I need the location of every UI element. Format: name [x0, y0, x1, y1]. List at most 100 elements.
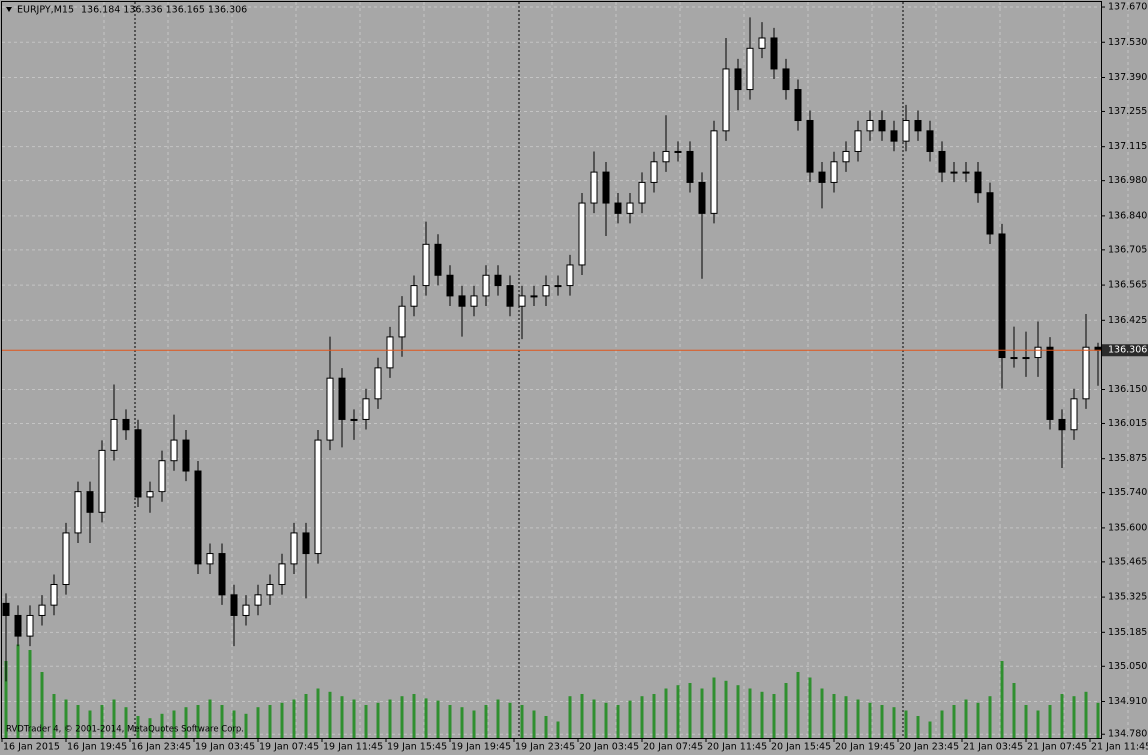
volume-bar	[808, 677, 812, 738]
volume-bar	[328, 691, 332, 738]
x-tick-label: 20 Jan 23:45	[899, 742, 959, 753]
volume-bar	[160, 713, 164, 738]
y-tick-label: 135.740	[1108, 487, 1147, 498]
volume-bar	[520, 705, 524, 738]
candle-body	[86, 491, 94, 513]
y-tick-label: 137.115	[1108, 141, 1147, 152]
volume-bar	[16, 644, 20, 738]
volume-bar	[1060, 694, 1064, 738]
volume-bar	[340, 696, 344, 738]
volume-bar	[772, 694, 776, 738]
candle-body	[1058, 418, 1066, 431]
volume-bar	[220, 705, 224, 738]
volume-bar	[304, 694, 308, 738]
candle-body	[302, 532, 310, 555]
volume-bar	[364, 705, 368, 738]
y-tick-label: 135.325	[1108, 592, 1147, 603]
y-tick-label: 137.670	[1108, 2, 1147, 13]
candle-body	[494, 274, 502, 287]
y-tick-label: 137.390	[1108, 72, 1147, 83]
x-tick-label: 16 Jan 2015	[3, 742, 60, 753]
candle-body	[194, 470, 202, 565]
x-tick-label: 19 Jan 11:45	[323, 742, 383, 753]
candle-body	[338, 377, 346, 420]
volume-bar	[412, 694, 416, 738]
y-tick-label: 135.050	[1108, 661, 1147, 672]
candle-body	[242, 604, 250, 616]
candle-body	[170, 439, 178, 462]
volume-bar	[484, 705, 488, 738]
candle-body	[566, 264, 574, 287]
volume-bar	[100, 705, 104, 738]
candle-body	[1082, 346, 1090, 400]
x-tick-label: 20 Jan 03:45	[579, 742, 639, 753]
volume-bar	[424, 698, 428, 738]
volume-bar	[460, 707, 464, 738]
candle-body	[458, 295, 466, 307]
candle-body	[278, 563, 286, 586]
volume-bar	[280, 702, 284, 738]
volume-bar	[124, 707, 128, 738]
candle-body	[530, 295, 538, 298]
candle-body	[662, 150, 670, 163]
candle-body	[146, 491, 154, 498]
y-tick-label: 135.185	[1108, 627, 1147, 638]
volume-bar	[268, 705, 272, 738]
candle-body	[878, 120, 886, 132]
candle-body	[518, 295, 526, 307]
candle-body	[770, 37, 778, 70]
candle-body	[722, 68, 730, 132]
candle-body	[50, 584, 58, 606]
candle-body	[830, 161, 838, 183]
candle-body	[626, 202, 634, 214]
volume-bar	[736, 685, 740, 738]
candle-body	[854, 130, 862, 152]
volume-bar	[760, 691, 764, 738]
candle-body	[890, 130, 898, 142]
candle-body	[506, 285, 514, 307]
volume-bar	[616, 705, 620, 738]
candle-body	[386, 336, 394, 369]
candle-body	[842, 150, 850, 163]
candle-body	[614, 202, 622, 214]
volume-bar	[820, 688, 824, 738]
candle-body	[950, 171, 958, 174]
volume-bar	[64, 699, 68, 738]
volume-bar	[856, 699, 860, 738]
volume-bar	[628, 700, 632, 738]
candle-body	[806, 120, 814, 173]
volume-bar	[928, 721, 932, 738]
candle-body	[986, 192, 994, 235]
volume-bar	[580, 694, 584, 738]
candle-body	[74, 491, 82, 534]
candle-body	[290, 532, 298, 565]
volume-bar	[400, 696, 404, 738]
candle-body	[374, 367, 382, 400]
candle-body	[218, 553, 226, 596]
volume-bar	[880, 705, 884, 738]
x-tick-label: 20 Jan 07:45	[643, 742, 703, 753]
volume-bar	[184, 707, 188, 738]
x-tick-label: 19 Jan 07:45	[259, 742, 319, 753]
y-tick-label: 136.705	[1108, 244, 1147, 255]
volume-bar	[388, 699, 392, 738]
candle-body	[350, 418, 358, 421]
candle-body	[938, 150, 946, 173]
menu-triangle[interactable]	[6, 7, 12, 12]
x-tick-label: 21 Jan 03:45	[963, 742, 1023, 753]
volume-bar	[232, 710, 236, 738]
volume-bar	[676, 685, 680, 738]
volume-bar	[664, 688, 668, 738]
volume-bar	[352, 699, 356, 738]
volume-bar	[1000, 661, 1004, 738]
y-tick-label: 134.780	[1108, 729, 1147, 740]
y-tick-label: 136.840	[1108, 210, 1147, 221]
volume-bar	[712, 677, 716, 738]
candle-body	[326, 377, 334, 441]
volume-bar	[700, 688, 704, 738]
candle-body	[914, 120, 922, 132]
volume-bar	[292, 699, 296, 738]
